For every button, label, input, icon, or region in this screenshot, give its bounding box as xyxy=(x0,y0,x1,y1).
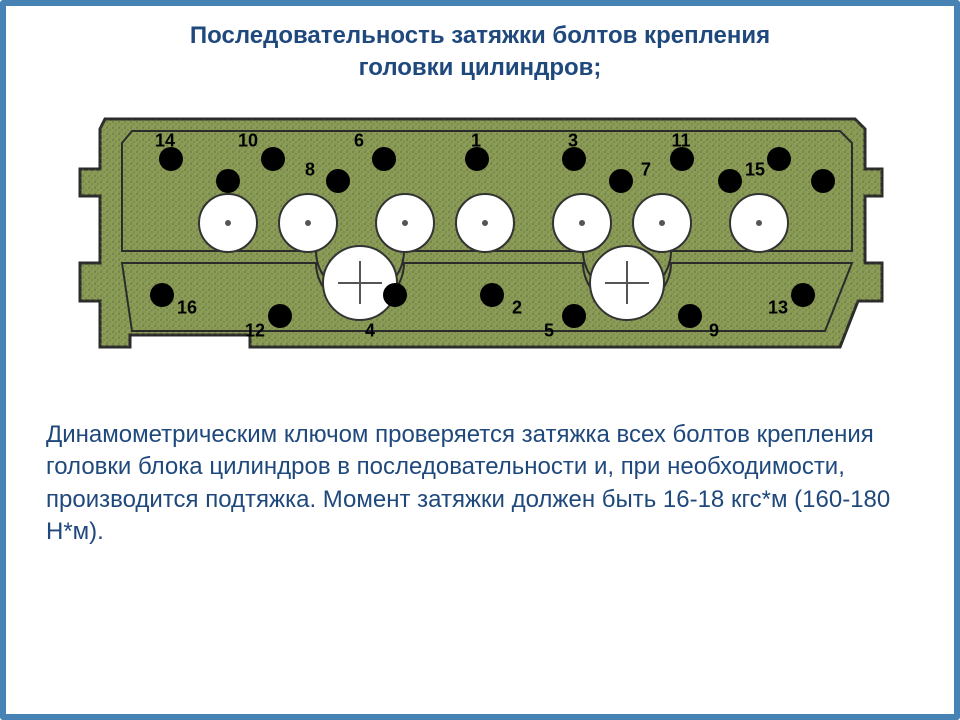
cylinder-head-diagram: 12345678910111213141516 xyxy=(70,91,890,371)
bolt-label-10: 10 xyxy=(238,130,258,151)
bolt-label-2: 2 xyxy=(512,297,522,318)
slide-description: Динамометрическим ключом проверяется зат… xyxy=(36,419,924,549)
bolt-label-3: 3 xyxy=(568,130,578,151)
cylinder-bore-7 xyxy=(729,193,789,253)
bolt-13 xyxy=(791,283,815,307)
bolt-label-14: 14 xyxy=(155,130,175,151)
bolt-7 xyxy=(609,169,633,193)
large-bore-1 xyxy=(322,245,398,321)
bolt-unlabeled-3 xyxy=(811,169,835,193)
bolt-label-5: 5 xyxy=(544,320,554,341)
cylinder-bore-2 xyxy=(278,193,338,253)
bolt-16 xyxy=(150,283,174,307)
bolt-4 xyxy=(383,283,407,307)
large-bore-2 xyxy=(589,245,665,321)
bolt-label-11: 11 xyxy=(671,130,690,151)
bolt-label-13: 13 xyxy=(768,297,788,318)
title-line-1: Последовательность затяжки болтов крепле… xyxy=(190,22,770,49)
cylinder-bore-4 xyxy=(455,193,515,253)
slide-title: Последовательность затяжки болтов крепле… xyxy=(36,20,924,85)
bolt-15 xyxy=(718,169,742,193)
bolt-label-7: 7 xyxy=(641,159,651,180)
bolt-unlabeled-2 xyxy=(767,147,791,171)
bolt-unlabeled-1 xyxy=(216,169,240,193)
bolt-5 xyxy=(562,304,586,328)
bolt-8 xyxy=(326,169,350,193)
bolt-label-4: 4 xyxy=(365,320,375,341)
bolt-label-1: 1 xyxy=(471,130,481,151)
cylinder-bore-6 xyxy=(632,193,692,253)
cylinder-bore-5 xyxy=(552,193,612,253)
bolt-12 xyxy=(268,304,292,328)
bolt-label-15: 15 xyxy=(745,159,765,180)
bolt-6 xyxy=(372,147,396,171)
bolt-label-8: 8 xyxy=(305,159,315,180)
bolt-9 xyxy=(678,304,702,328)
bolt-label-6: 6 xyxy=(354,130,364,151)
bolt-label-16: 16 xyxy=(177,297,197,318)
slide-frame: Последовательность затяжки болтов крепле… xyxy=(0,0,960,720)
cylinder-bore-3 xyxy=(375,193,435,253)
cylinder-bore-1 xyxy=(198,193,258,253)
bolt-2 xyxy=(480,283,504,307)
bolt-10 xyxy=(261,147,285,171)
bolt-label-9: 9 xyxy=(709,320,719,341)
bolt-label-12: 12 xyxy=(245,320,265,341)
title-line-2: головки цилиндров; xyxy=(359,54,602,81)
